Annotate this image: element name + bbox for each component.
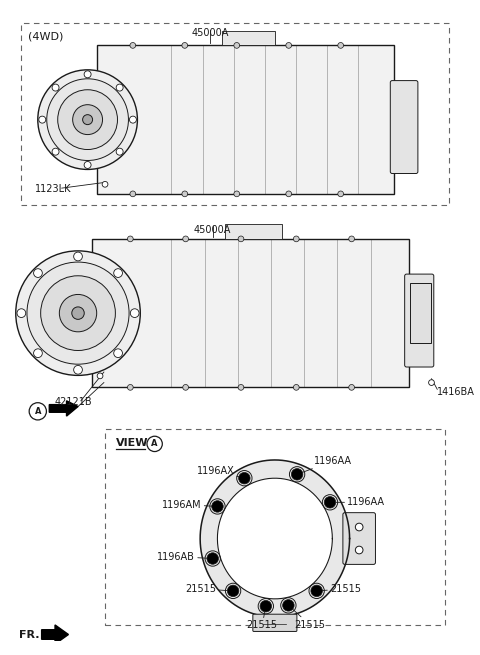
Circle shape [38,70,137,170]
Circle shape [183,236,189,242]
Circle shape [212,500,223,512]
Circle shape [17,309,26,318]
Circle shape [58,90,118,149]
Circle shape [293,236,299,242]
Circle shape [130,116,136,123]
Circle shape [84,71,91,78]
Circle shape [355,523,363,531]
Circle shape [39,116,46,123]
Circle shape [72,105,103,134]
Bar [21,24,449,206]
Circle shape [228,585,239,597]
Polygon shape [217,478,332,599]
Text: 1196AM: 1196AM [162,500,212,510]
Circle shape [116,84,123,91]
Circle shape [338,43,344,48]
Circle shape [293,384,299,390]
Text: 1196AA: 1196AA [302,456,352,472]
Bar [410,284,432,343]
Text: (4WD): (4WD) [28,31,63,41]
Circle shape [349,236,354,242]
Circle shape [128,236,133,242]
Circle shape [73,252,83,261]
Bar [222,31,276,45]
Circle shape [130,43,136,48]
Circle shape [116,148,123,155]
Polygon shape [42,625,69,644]
FancyBboxPatch shape [97,45,394,194]
Circle shape [291,468,303,480]
Text: 1196AA: 1196AA [336,497,385,508]
Text: 42121B: 42121B [54,397,92,407]
Circle shape [234,191,240,196]
FancyBboxPatch shape [405,274,434,367]
Text: A: A [151,440,158,449]
Circle shape [238,384,244,390]
Text: A: A [35,407,41,416]
Circle shape [29,403,47,420]
Circle shape [83,115,93,124]
Circle shape [182,191,188,196]
Circle shape [183,384,189,390]
FancyBboxPatch shape [92,239,408,387]
FancyBboxPatch shape [253,614,297,631]
Text: 21515: 21515 [292,609,325,629]
Polygon shape [200,460,349,617]
Text: FR.: FR. [19,629,39,639]
Circle shape [286,43,291,48]
Circle shape [60,295,96,332]
Circle shape [52,148,59,155]
Bar [105,428,445,625]
Circle shape [41,276,115,350]
Circle shape [286,191,291,196]
Circle shape [131,309,139,318]
Circle shape [311,585,323,597]
Circle shape [114,269,122,278]
Circle shape [97,373,103,379]
Circle shape [260,601,272,612]
Circle shape [16,251,140,375]
Circle shape [429,380,434,385]
Text: 1196AX: 1196AX [196,466,239,477]
Text: 21515: 21515 [185,584,228,594]
Circle shape [128,384,133,390]
Polygon shape [49,401,78,416]
Circle shape [147,436,162,451]
Text: 1196AB: 1196AB [157,552,207,561]
Circle shape [239,472,250,484]
Circle shape [102,181,108,187]
Circle shape [52,84,59,91]
Circle shape [73,365,83,374]
Circle shape [34,349,42,358]
Bar [225,224,282,239]
Circle shape [207,553,218,564]
Text: VIEW: VIEW [116,438,149,448]
Circle shape [130,191,136,196]
Circle shape [349,384,354,390]
Text: 21515: 21515 [322,584,361,594]
Circle shape [355,546,363,554]
Circle shape [234,43,240,48]
Circle shape [182,43,188,48]
Circle shape [47,79,129,160]
Circle shape [338,191,344,196]
Circle shape [34,269,42,278]
Text: 21515: 21515 [247,612,277,630]
Circle shape [27,262,129,364]
Circle shape [72,307,84,320]
Circle shape [324,496,336,508]
Text: 1416BA: 1416BA [437,387,475,398]
Circle shape [283,599,294,611]
Circle shape [238,236,244,242]
FancyBboxPatch shape [390,81,418,174]
Text: 45000A: 45000A [192,28,228,38]
Circle shape [84,162,91,168]
Circle shape [114,349,122,358]
Text: 1123LK: 1123LK [35,184,72,195]
Text: 45000A: 45000A [194,225,231,234]
FancyBboxPatch shape [343,513,375,565]
